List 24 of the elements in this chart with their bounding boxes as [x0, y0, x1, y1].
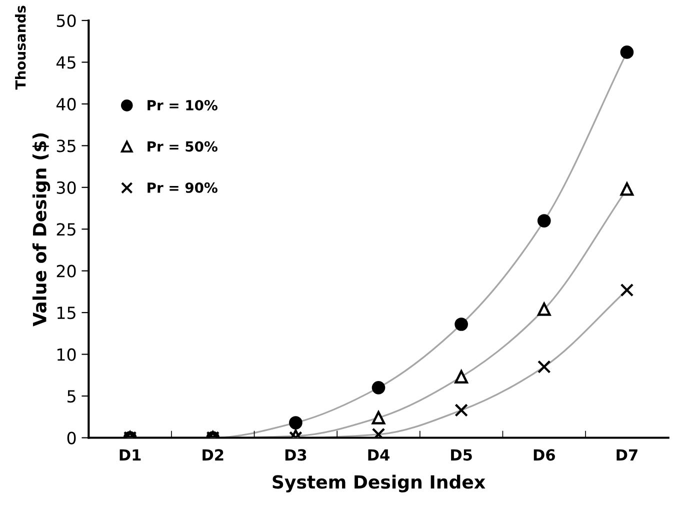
y-tick-label: 0 [67, 432, 76, 444]
text: Thousands [15, 6, 26, 90]
x-tick-label: D3 [285, 449, 306, 461]
y-tick-label: 5 [68, 390, 76, 403]
y-tick-label: 10 [57, 348, 76, 361]
x-tick-label: D5 [451, 449, 472, 461]
y-tick-label: 50 [56, 14, 76, 28]
legend-label: Pr = 10% [148, 100, 218, 110]
y-tick-label: 15 [57, 306, 76, 320]
legend-label: Pr = 90% [148, 182, 218, 193]
y-axis-title: Value of Design ($) [32, 133, 50, 326]
x-tick-label: D7 [616, 449, 638, 460]
x-tick-label: D4 [368, 449, 390, 460]
y-tick-label: 25 [56, 223, 76, 236]
y-tick-label: 35 [56, 140, 76, 152]
x-tick-label: D1 [120, 449, 141, 460]
y-tick-label: 30 [56, 181, 76, 194]
legend-label: Pr = 50% [148, 141, 218, 152]
y-tick-label: 20 [56, 264, 76, 278]
x-axis-title: System Design Index [272, 474, 486, 492]
y-tick-label: 45 [56, 56, 76, 69]
x-tick-label: D2 [202, 449, 224, 460]
x-tick-label: D6 [534, 449, 555, 461]
y-tick-label: 40 [56, 98, 76, 111]
